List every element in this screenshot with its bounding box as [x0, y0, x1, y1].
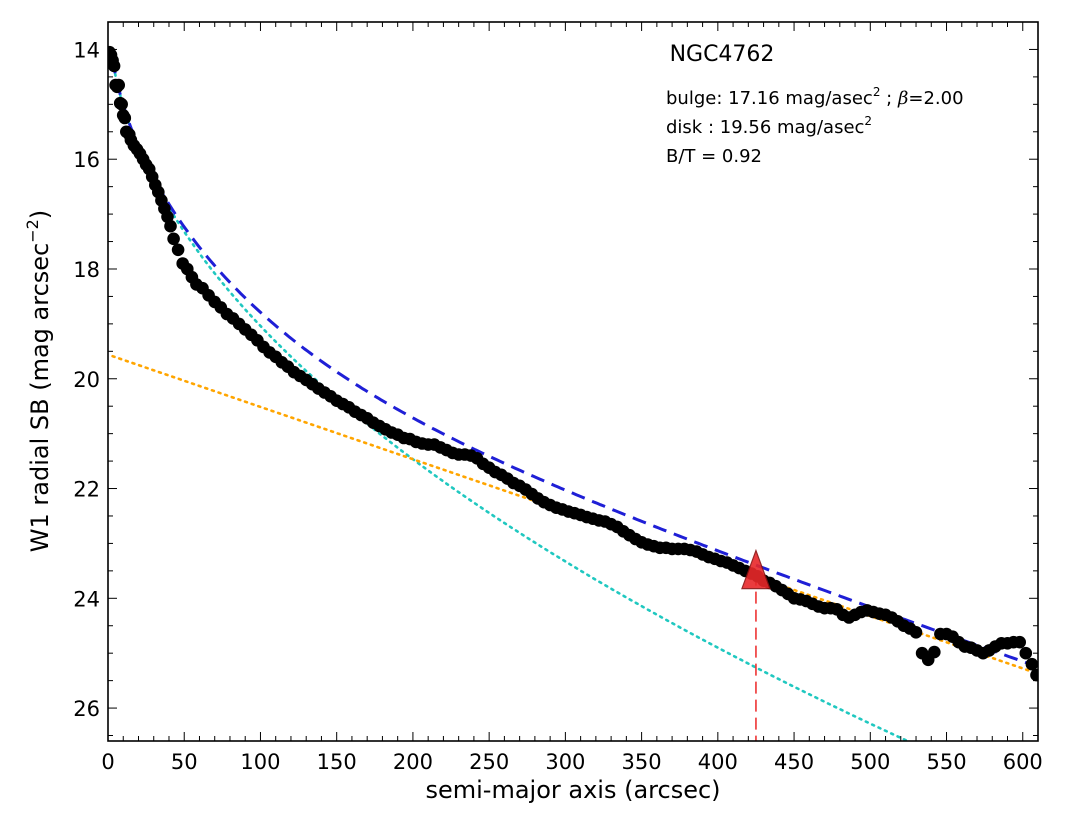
bt-annotation: B/T = 0.92 [666, 146, 762, 167]
chart-title: NGC4762 [670, 42, 775, 67]
axis-ticks [107, 22, 1039, 741]
data-point [164, 219, 177, 233]
break-radius-marker [741, 548, 771, 590]
x-tick-label: 100 [240, 750, 280, 774]
x-tick-label: 300 [545, 750, 585, 774]
bulge-annotation: bulge: 17.16 mag/asec2 ; β=2.00 [666, 85, 964, 109]
data-point [928, 645, 941, 659]
x-tick-label: 350 [622, 750, 662, 774]
y-tick-label: 18 [73, 258, 100, 282]
data-point [112, 78, 125, 92]
marker-layer [741, 548, 771, 590]
y-tick-label: 24 [73, 587, 100, 611]
data-points [108, 45, 1038, 682]
bulge-fit-line [111, 58, 911, 741]
plot-frame [107, 21, 1039, 742]
data-point [115, 98, 128, 111]
y-tick-label: 26 [73, 697, 100, 721]
data-point [167, 232, 180, 246]
disk-annotation: disk : 19.56 mag/asec2 [666, 114, 872, 138]
x-tick-label: 250 [469, 750, 509, 774]
y-axis-label: W1 radial SB (mag arcsec−2) [23, 210, 54, 552]
plot-area [108, 45, 1038, 741]
y-tick-label: 20 [73, 368, 100, 392]
data-point [108, 59, 121, 73]
y-tick-label: 16 [73, 148, 100, 172]
x-axis-label: semi-major axis (arcsec) [425, 776, 720, 804]
y-tick-label: 22 [73, 478, 100, 502]
x-tick-label: 600 [1003, 750, 1043, 774]
x-tick-label: 500 [850, 750, 890, 774]
data-point [1019, 646, 1033, 660]
data-point [118, 111, 132, 125]
x-tick-label: 50 [171, 750, 198, 774]
data-point [1030, 668, 1038, 682]
total-fit-line [111, 59, 1031, 666]
data-point [171, 243, 185, 257]
x-tick-label: 550 [926, 750, 966, 774]
data-point [1013, 635, 1026, 649]
y-tick-label: 14 [73, 38, 100, 62]
x-tick-label: 200 [393, 750, 433, 774]
x-tick-label: 0 [101, 750, 114, 774]
data-point [909, 626, 923, 639]
data-point [1025, 657, 1038, 671]
x-tick-label: 150 [317, 750, 357, 774]
x-tick-label: 450 [774, 750, 814, 774]
x-tick-label: 400 [698, 750, 738, 774]
model-curves [111, 58, 1038, 741]
tick-labels: 0 50 100 150 200 250 300 350 400 450 500 550 600 14 16… [73, 38, 1043, 774]
